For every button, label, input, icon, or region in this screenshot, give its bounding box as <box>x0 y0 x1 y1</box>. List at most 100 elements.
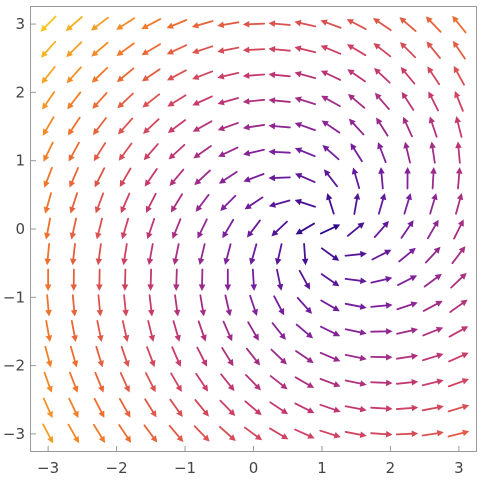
vector-arrow <box>395 430 419 438</box>
arrow-head <box>333 355 341 362</box>
vector-arrow <box>247 321 259 341</box>
arrow-head <box>458 246 466 254</box>
arrow-head <box>117 101 125 109</box>
vector-arrow <box>192 120 213 132</box>
vector-arrow <box>399 17 417 32</box>
arrow-head <box>242 72 250 79</box>
arrow-head <box>69 206 76 214</box>
vector-arrow <box>118 142 133 161</box>
vector-arrow <box>344 405 367 413</box>
x-tick-label: 2 <box>386 459 396 477</box>
arrow-head <box>149 384 156 393</box>
vector-arrow <box>400 67 416 85</box>
vector-arrow <box>69 217 77 240</box>
vector-arrow <box>453 65 465 86</box>
vector-arrow <box>193 425 210 442</box>
vector-arrow <box>403 141 411 164</box>
arrow-head <box>303 282 311 290</box>
vector-arrow <box>294 147 316 158</box>
vector-arrow <box>121 243 128 266</box>
arrow-head <box>294 198 302 206</box>
arrow-head <box>268 71 276 79</box>
arrow-head <box>407 220 414 228</box>
vector-arrow <box>40 15 57 32</box>
arrow-head <box>174 334 181 342</box>
arrow-head <box>226 334 233 342</box>
arrow-head <box>67 128 75 136</box>
x-axis-ticks: −3 −2 −1 0 1 2 3 <box>37 446 464 477</box>
arrow-layer <box>40 15 470 444</box>
arrow-head <box>427 66 434 74</box>
vector-arrow <box>167 94 187 107</box>
arrow-head <box>385 302 393 309</box>
vector-arrow <box>196 346 208 367</box>
vector-arrow <box>320 247 340 261</box>
vector-arrow <box>197 243 206 266</box>
vector-arrow <box>146 217 156 240</box>
arrow-head <box>332 224 341 231</box>
vector-arrow <box>370 430 393 438</box>
arrow-head <box>278 308 285 316</box>
vector-arrow <box>430 167 437 190</box>
arrow-head <box>228 434 236 442</box>
arrow-head <box>150 435 158 443</box>
vector-arrow <box>120 192 131 214</box>
arrow-head <box>94 206 102 214</box>
vector-arrow <box>221 347 234 367</box>
arrow-head <box>454 90 461 99</box>
vector-arrow <box>344 328 367 336</box>
arrow-head <box>462 429 470 437</box>
arrow-head <box>454 116 462 124</box>
arrow-head <box>376 117 383 125</box>
vector-arrow <box>116 67 135 83</box>
arrow-head <box>67 102 74 110</box>
arrow-head <box>191 22 200 29</box>
y-tick-label: 3 <box>15 15 25 33</box>
vector-arrow <box>276 268 284 291</box>
arrow-head <box>409 275 418 282</box>
vector-arrow <box>170 193 183 213</box>
arrow-head <box>360 250 367 258</box>
x-tick-label: 3 <box>454 459 464 477</box>
arrow-head <box>250 284 258 291</box>
vector-arrow <box>91 41 109 57</box>
arrow-head <box>359 380 367 387</box>
arrow-head <box>98 410 105 418</box>
vector-arrow <box>40 40 57 58</box>
vector-arrow <box>66 41 83 58</box>
arrow-head <box>117 127 125 135</box>
vector-arrow <box>249 294 258 317</box>
arrow-head <box>268 122 276 130</box>
arrow-head <box>321 95 329 102</box>
arrow-head <box>242 123 250 131</box>
vector-arrow <box>377 193 387 215</box>
vector-arrow <box>268 97 291 104</box>
vector-arrow <box>428 116 438 138</box>
arrow-head <box>166 22 174 29</box>
vector-arrow <box>117 117 134 135</box>
vector-arrow <box>344 431 367 438</box>
vector-arrow <box>421 430 444 437</box>
vector-arrow <box>121 320 130 342</box>
arrow-head <box>429 141 436 149</box>
arrow-head <box>332 279 340 287</box>
arrow-head <box>70 284 78 291</box>
vector-arrow <box>242 123 266 131</box>
vector-arrow <box>173 268 180 291</box>
arrow-head <box>191 47 200 55</box>
arrow-head <box>374 92 382 100</box>
vector-arrow <box>96 294 104 317</box>
arrow-head <box>333 406 341 413</box>
vector-arrow <box>244 196 264 210</box>
arrow-head <box>243 149 251 157</box>
arrow-head <box>198 284 206 291</box>
vector-arrow <box>222 320 233 342</box>
arrow-head <box>46 410 53 419</box>
arrow-head <box>40 50 48 58</box>
vector-arrow <box>397 275 418 286</box>
arrow-head <box>275 258 282 266</box>
arrow-head <box>431 193 438 201</box>
vector-arrow <box>247 219 261 238</box>
arrow-head <box>294 122 302 129</box>
vector-arrow <box>321 95 341 108</box>
